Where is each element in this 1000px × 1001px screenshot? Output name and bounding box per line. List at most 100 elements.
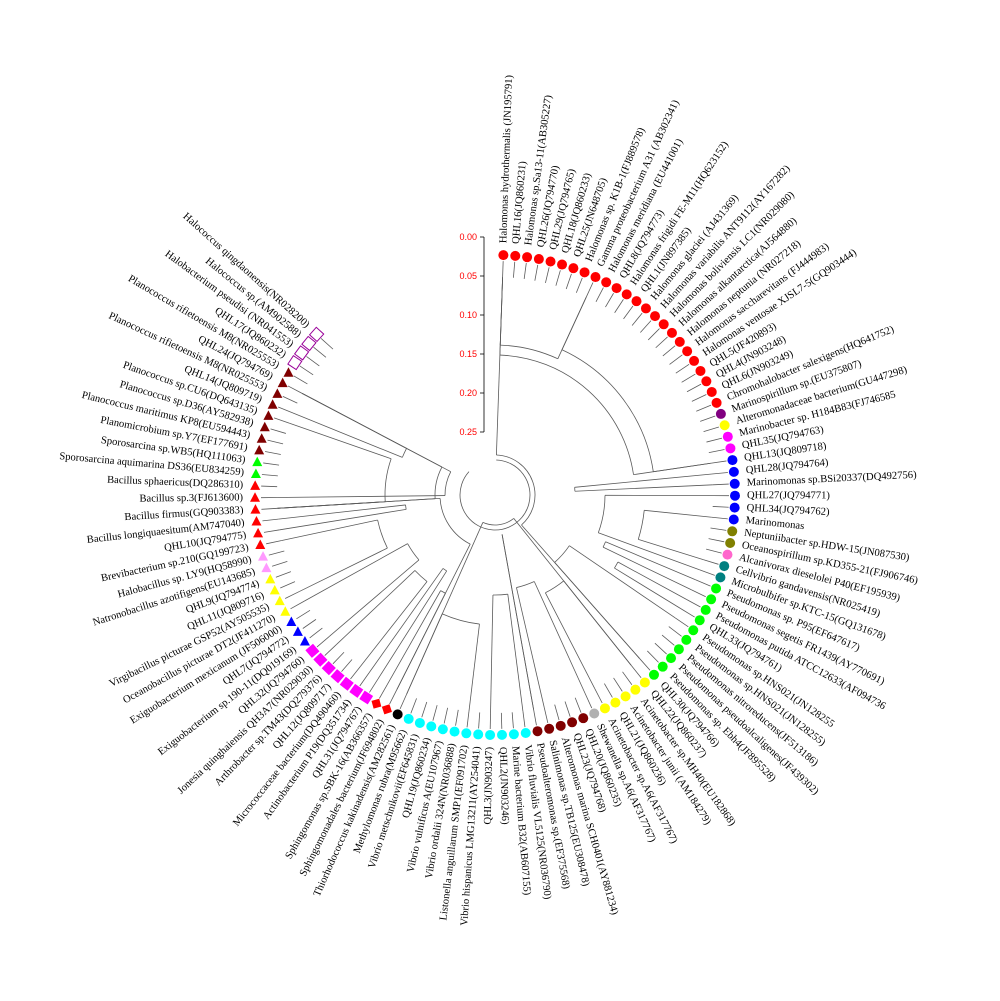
taxon-marker	[579, 267, 590, 278]
taxon-marker	[715, 572, 726, 583]
clade-arc	[602, 541, 606, 548]
clade-stem	[277, 497, 441, 509]
leaf-branch	[545, 267, 550, 284]
clade-arc	[377, 519, 388, 549]
taxon-marker	[589, 708, 600, 719]
leaf-branch	[710, 527, 727, 531]
taxon-marker	[544, 723, 555, 734]
clade-stem	[289, 422, 392, 460]
clade-arc	[407, 543, 420, 561]
clade-stem	[638, 539, 704, 560]
taxon-marker	[437, 724, 448, 735]
taxon-marker	[666, 653, 677, 664]
leaf-branch	[708, 538, 725, 543]
taxon-marker	[274, 595, 285, 606]
leaf-branch	[613, 677, 623, 692]
leaf-branch	[350, 666, 361, 680]
taxon-marker	[392, 709, 403, 720]
root-arc	[459, 459, 531, 531]
taxon-marker	[277, 377, 288, 388]
leaf-branch	[699, 569, 715, 576]
taxon-marker	[532, 726, 543, 737]
leaf-branch	[320, 338, 334, 350]
clade-stem	[521, 524, 640, 659]
clade-arc	[499, 354, 634, 475]
taxon-marker	[265, 573, 276, 584]
taxon-marker	[701, 376, 712, 387]
leaf-branch	[265, 451, 281, 455]
leaf-branch	[640, 320, 652, 333]
leaf-branch	[359, 672, 370, 687]
taxon-marker	[681, 634, 692, 645]
taxon-marker	[253, 527, 264, 538]
clade-arc	[405, 504, 407, 510]
taxon-marker	[533, 254, 544, 265]
scale-tick-label: 0.05	[459, 271, 477, 281]
taxon-marker	[666, 327, 677, 338]
taxon-marker	[461, 728, 472, 739]
leaf-branch	[263, 462, 280, 466]
clade-arc	[482, 518, 514, 526]
clade-stem	[533, 581, 586, 694]
leaf-branch	[263, 529, 280, 533]
leaf-branch	[681, 373, 696, 383]
leaf-branch	[262, 518, 279, 522]
taxon-marker	[286, 616, 297, 626]
clade-stem	[336, 570, 416, 645]
clade-arc	[439, 498, 471, 545]
leaf-branch	[654, 642, 667, 655]
leaf-branch	[273, 417, 290, 424]
leaf-branch	[574, 697, 582, 713]
clade-stem	[644, 509, 712, 518]
clade-stem	[368, 568, 444, 674]
taxon-marker	[728, 514, 739, 525]
leaf-branch	[614, 299, 624, 313]
scale-tick-label: 0.00	[459, 232, 477, 242]
taxon-marker	[371, 698, 382, 709]
clade-stem	[304, 543, 408, 602]
taxon-marker	[729, 478, 740, 489]
clade-stem	[299, 547, 388, 592]
clade-stem	[495, 277, 504, 456]
taxon-marker	[280, 606, 291, 616]
taxon-marker	[267, 399, 278, 409]
taxon-marker	[711, 397, 722, 408]
taxon-marker	[259, 421, 270, 432]
taxon-marker	[725, 443, 736, 454]
leaf-branch	[686, 599, 701, 608]
taxon-marker	[706, 386, 717, 397]
leaf-branch	[639, 658, 651, 671]
leaf-branch	[379, 684, 388, 699]
taxon-marker	[689, 355, 700, 366]
taxon-marker	[403, 713, 414, 724]
taxon-marker	[601, 277, 612, 288]
leaf-branch	[594, 688, 603, 704]
leaf-branch	[293, 375, 308, 385]
taxon-marker	[722, 549, 733, 560]
taxon-marker	[727, 455, 738, 466]
leaf-branch	[680, 608, 695, 618]
leaf-branch	[299, 365, 314, 376]
clade-stem	[569, 545, 676, 619]
leaf-branch	[706, 548, 722, 554]
leaf-branch	[565, 273, 572, 290]
leaf-branch	[533, 709, 537, 726]
leaf-branch	[712, 506, 729, 508]
leaf-branch	[675, 363, 690, 374]
leaf-branch	[584, 693, 593, 709]
taxon-marker	[449, 726, 460, 737]
clade-arc	[442, 568, 447, 572]
leaf-branch	[478, 712, 481, 729]
leaf-branch	[604, 683, 613, 698]
taxon-marker	[330, 669, 345, 684]
taxon-marker	[321, 661, 336, 676]
leaf-branch	[432, 705, 438, 721]
leaf-branch	[630, 665, 642, 679]
leaf-branch	[511, 712, 514, 729]
clade-stem	[516, 587, 545, 708]
leaf-branch	[668, 626, 682, 637]
leaf-branch	[280, 581, 296, 589]
clade-stem	[545, 592, 596, 689]
leaf-branch	[455, 709, 459, 726]
taxon-marker	[522, 252, 533, 263]
